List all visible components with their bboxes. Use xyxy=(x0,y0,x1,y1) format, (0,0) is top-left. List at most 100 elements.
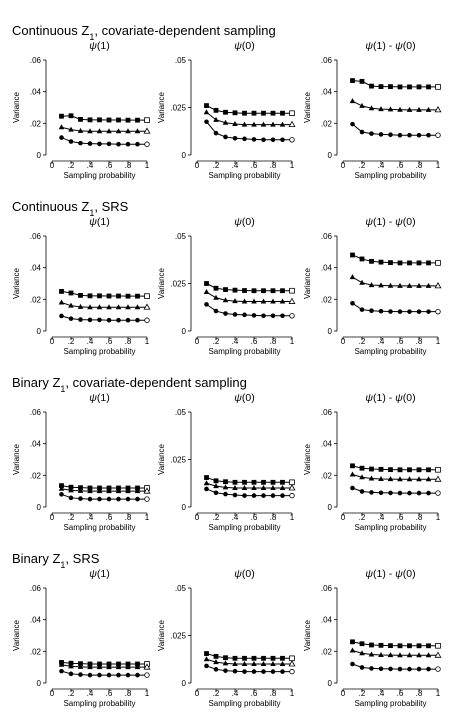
data-point-square xyxy=(232,110,238,116)
data-point-triangle xyxy=(260,121,267,127)
data-point-square xyxy=(232,287,238,293)
data-point-square xyxy=(97,117,102,123)
data-point-triangle xyxy=(125,488,131,494)
data-point-triangle xyxy=(232,661,238,666)
data-point-circle xyxy=(78,496,83,501)
x-tick-label: 1 xyxy=(290,337,295,346)
data-point-square xyxy=(125,661,131,667)
data-point-square xyxy=(270,655,276,661)
x-tick-label: .6 xyxy=(251,689,258,698)
data-point-square xyxy=(426,260,431,266)
chart-panel: 0 .02 .04 .06 0 .2 .4 .6 .8 1 Sampling probability… xyxy=(303,408,442,532)
y-tick-label: .05 xyxy=(175,408,187,417)
y-tick-label: .04 xyxy=(321,88,333,97)
panel-title: ψ(0) xyxy=(234,40,254,52)
chart-panel: 0 .02 .04 .06 0 .2 .4 .6 .8 1 Sampling probability… xyxy=(303,584,442,708)
x-tick-label: .6 xyxy=(397,161,404,170)
data-point-circle xyxy=(78,317,83,322)
data-point-triangle xyxy=(134,664,141,670)
data-point-circle xyxy=(289,668,295,675)
x-tick-label: 0 xyxy=(195,337,200,346)
y-tick-label: .025 xyxy=(170,104,186,113)
x-tick-label: .6 xyxy=(106,513,113,522)
data-point-circle xyxy=(213,308,219,314)
data-point-triangle xyxy=(279,121,286,127)
y-tick-label: .04 xyxy=(321,616,333,625)
data-point-triangle xyxy=(125,128,131,134)
data-point-triangle xyxy=(270,485,276,490)
data-point-circle xyxy=(59,668,64,674)
y-axis-title: Variance xyxy=(157,443,166,475)
data-point-circle xyxy=(407,132,412,138)
data-point-square xyxy=(144,117,150,123)
x-tick-label: 0 xyxy=(50,513,55,522)
data-point-circle xyxy=(280,493,285,498)
data-point-square xyxy=(397,467,403,473)
data-point-triangle xyxy=(416,476,422,482)
data-point-triangle xyxy=(368,651,375,657)
data-point-triangle xyxy=(213,483,219,489)
data-point-triangle xyxy=(106,304,112,310)
x-tick-label: .2 xyxy=(68,689,75,698)
chart-panel: 0 .025 .05 0 .2 .4 .6 .8 1 Sampling probability Va… xyxy=(157,232,296,356)
data-point-square xyxy=(251,655,257,661)
data-point-square xyxy=(223,109,228,115)
data-point-circle xyxy=(369,131,374,136)
series-line-triangle xyxy=(352,100,438,111)
data-point-triangle xyxy=(213,659,219,665)
data-point-triangle xyxy=(125,664,131,670)
data-point-triangle xyxy=(87,128,93,134)
data-point-circle xyxy=(388,490,393,496)
y-tick-label: .04 xyxy=(321,264,333,273)
data-point-triangle xyxy=(397,106,403,112)
data-point-square xyxy=(435,260,441,266)
x-axis-title: Sampling probability xyxy=(63,171,135,180)
data-point-square xyxy=(135,293,140,299)
data-point-square xyxy=(416,260,422,266)
x-tick-label: .2 xyxy=(359,513,366,522)
data-point-square xyxy=(242,655,247,661)
data-point-circle xyxy=(204,663,209,669)
data-point-square xyxy=(388,260,393,265)
y-tick-label: 0 xyxy=(328,503,333,512)
data-point-circle xyxy=(378,490,384,496)
data-point-circle xyxy=(135,317,140,323)
data-point-circle xyxy=(350,485,355,491)
data-point-circle xyxy=(289,492,295,499)
y-axis-title: Variance xyxy=(157,619,166,651)
y-tick-label: .025 xyxy=(170,632,186,641)
data-point-circle xyxy=(97,317,102,323)
data-point-square xyxy=(204,281,209,286)
data-point-triangle xyxy=(134,128,141,134)
data-point-triangle xyxy=(68,663,74,669)
data-point-square xyxy=(388,643,393,649)
data-point-triangle xyxy=(251,298,257,304)
chart-panel: 0 .025 .05 0 .2 .4 .6 .8 1 Sampling probability Va… xyxy=(157,56,296,180)
series-line-circle xyxy=(206,488,292,497)
series-line-circle xyxy=(61,493,147,500)
data-point-triangle xyxy=(378,651,384,657)
x-tick-label: .4 xyxy=(378,689,385,698)
data-point-circle xyxy=(232,492,238,498)
data-point-square xyxy=(369,83,374,89)
x-tick-label: .2 xyxy=(213,513,220,522)
data-point-square xyxy=(78,116,83,122)
panel-title: ψ(1) xyxy=(89,216,109,228)
y-tick-label: .02 xyxy=(321,647,333,656)
data-point-circle xyxy=(204,302,209,307)
data-point-circle xyxy=(68,139,74,144)
data-point-circle xyxy=(135,141,140,147)
data-point-circle xyxy=(397,666,403,672)
data-point-circle xyxy=(204,119,209,125)
data-point-triangle xyxy=(288,120,296,127)
data-point-circle xyxy=(280,137,285,143)
panel-title: ψ(1) - ψ(0) xyxy=(365,568,415,580)
data-point-square xyxy=(213,107,219,113)
data-point-triangle xyxy=(134,304,141,310)
y-tick-label: 0 xyxy=(328,151,333,160)
data-point-square xyxy=(359,465,365,471)
x-tick-label: .6 xyxy=(106,161,113,170)
row-title: Binary Z1, covariate-dependent sampling xyxy=(12,375,247,394)
data-point-square xyxy=(125,117,131,123)
data-point-triangle xyxy=(349,471,356,477)
